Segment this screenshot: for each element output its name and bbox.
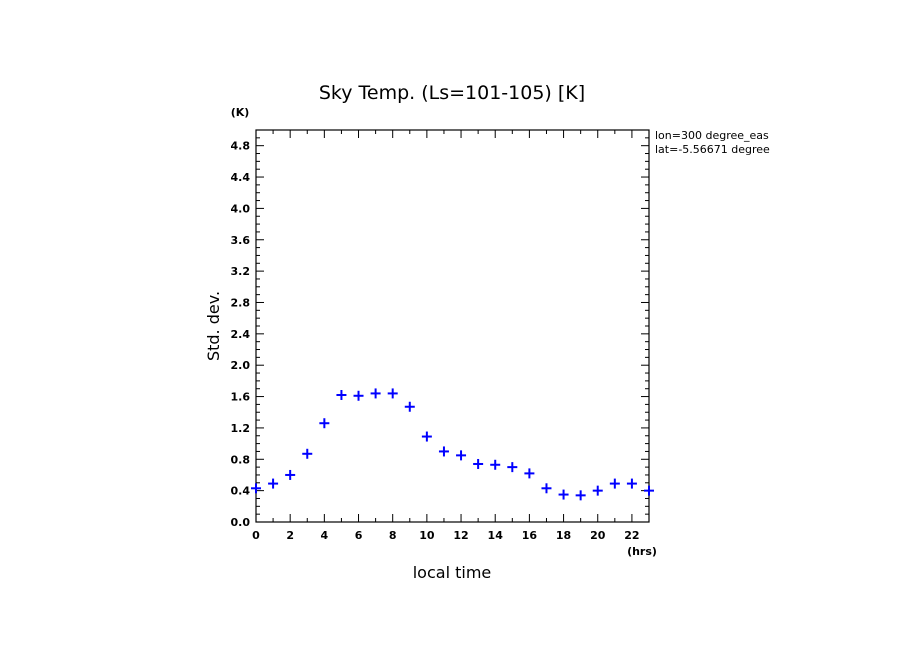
data-point [421, 431, 432, 442]
data-point [336, 389, 347, 400]
x-tick-label: 16 [522, 529, 538, 542]
data-points [251, 388, 654, 501]
data-point [438, 446, 449, 457]
data-point [473, 458, 484, 469]
axes: 0 2 4 6 8 10 12 14 16 18 20 22 0.0 0.4 0.8 1.2 1.6 2.0 2.4… [231, 129, 650, 542]
data-point [404, 401, 415, 412]
data-point [541, 483, 552, 494]
annotation-lat: lat=-5.56671 degree [655, 143, 770, 156]
y-tick-label: 1.2 [231, 422, 251, 435]
y-tick-label: 0.4 [231, 485, 251, 498]
data-point [644, 485, 654, 496]
y-tick-label: 0.0 [231, 516, 251, 529]
x-tick-label: 14 [488, 529, 504, 542]
data-point [251, 483, 261, 494]
data-point [302, 448, 313, 459]
x-tick-label: 12 [453, 529, 468, 542]
x-tick-label: 10 [419, 529, 435, 542]
annotation-lon: lon=300 degree_eas [655, 129, 769, 142]
y-tick-label: 3.6 [231, 234, 251, 247]
data-point [370, 388, 381, 399]
data-point [558, 489, 569, 500]
plot-frame [255, 129, 650, 523]
data-point [592, 485, 603, 496]
data-point [387, 388, 398, 399]
y-unit-label: (K) [231, 106, 250, 119]
y-tick-label: 2.4 [231, 328, 251, 341]
y-tick-label: 4.0 [231, 202, 251, 215]
y-tick-label: 4.4 [231, 171, 251, 184]
data-point [609, 478, 620, 489]
x-tick-label: 18 [556, 529, 571, 542]
data-point [575, 490, 586, 501]
x-tick-label: 2 [286, 529, 294, 542]
x-tick-label: 4 [321, 529, 329, 542]
y-tick-label: 1.6 [231, 391, 251, 404]
data-point [490, 459, 501, 470]
data-point [456, 450, 467, 461]
y-tick-label: 4.8 [231, 140, 251, 153]
x-tick-label: 6 [355, 529, 363, 542]
y-tick-label: 2.8 [231, 296, 251, 309]
data-point [268, 478, 279, 489]
x-tick-label: 20 [590, 529, 606, 542]
y-tick-label: 2.0 [231, 359, 251, 372]
y-axis-label: Std. dev. [204, 291, 223, 361]
x-tick-label: 8 [389, 529, 397, 542]
y-tick-label: 0.8 [231, 453, 251, 466]
data-point [353, 390, 364, 401]
x-tick-label: 0 [252, 529, 260, 542]
data-point [626, 478, 637, 489]
x-unit-label: (hrs) [627, 545, 657, 558]
data-point [507, 462, 518, 473]
data-point [319, 418, 330, 429]
x-axis-label: local time [413, 563, 492, 582]
x-tick-label: 22 [624, 529, 639, 542]
chart-title: Sky Temp. (Ls=101-105) [K] [319, 82, 585, 104]
data-point [524, 468, 535, 479]
data-point [285, 469, 296, 480]
y-tick-label: 3.2 [231, 265, 251, 278]
